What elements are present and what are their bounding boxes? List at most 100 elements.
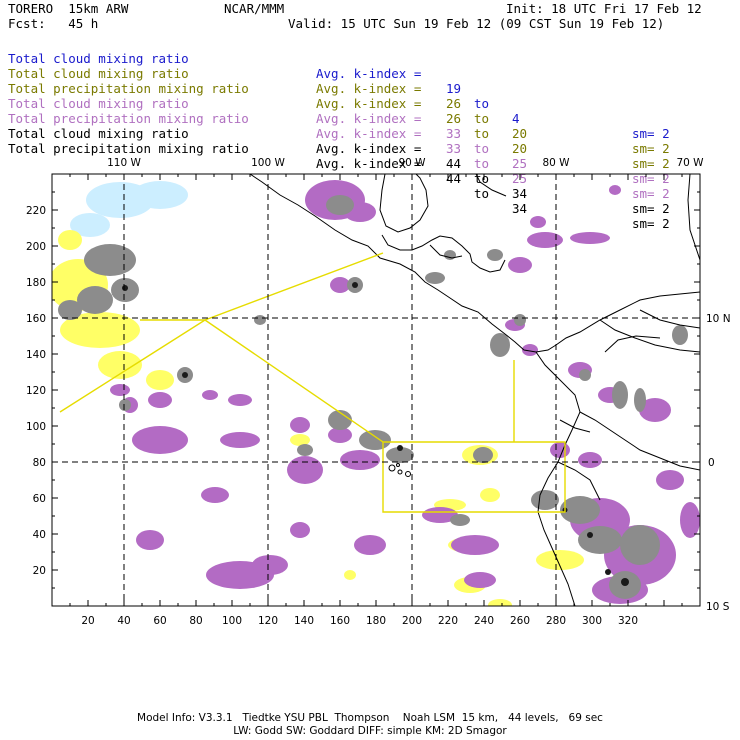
legend-row: Total cloud mixing ratio Avg. k-index = … [8,51,670,171]
model-title: TORERO 15km ARW [8,1,129,16]
y-tick-label: 160 [26,313,46,325]
x-tick-label: 20 [81,615,94,627]
legend-sm: sm= 2 [632,201,670,216]
legend-label: Avg. k-index = [316,156,422,171]
light-blue-cloud-areas [70,181,188,237]
y-tick-label: 20 [33,565,46,577]
y-tick-marks [52,173,700,607]
field-shading [52,174,700,606]
x-tick-label: 140 [294,615,314,627]
y-tick-label: 120 [26,385,46,397]
legend-to-word: to [474,156,490,171]
x-tick-label: 180 [366,615,386,627]
x-tick-label: 200 [402,615,422,627]
lon-label: 80 W [542,157,570,169]
legend-label: Avg. k-index = [316,126,422,141]
legend-row: Total cloud mixing ratio Avg. k-index = … [8,111,670,231]
x-tick-label: 320 [618,615,638,627]
y-tick-label: 60 [33,493,46,505]
legend-sm: sm= 2 [632,156,670,171]
legend-to-word: to [474,186,490,201]
x-tick-label: 220 [438,615,458,627]
legend-row: Total precipitation mixing ratio Avg. k-… [8,126,670,246]
lon-label: 100 W [251,157,285,169]
legend-label: Avg. k-index = [316,141,422,156]
lat-label: 10 N [706,313,731,325]
org-label: NCAR/MMM [224,1,285,16]
init-time: Init: 18 UTC Fri 17 Feb 12 [506,1,702,16]
legend-to-word: to [474,126,490,141]
gray-areas [58,195,688,599]
y-tick-label: 180 [26,277,46,289]
y-tick-labels: 20 40 60 80 100 120 140 160 180 200 220 … [26,205,46,577]
legend-row: Total cloud mixing ratio Avg. k-index = … [8,36,670,156]
legend-to: 20 [512,126,528,141]
legend-row: Total precipitation mixing ratio Avg. k-… [8,96,670,216]
legend-label: Avg. k-index = [316,111,422,126]
lat-label: 0 [708,457,715,469]
coastlines [249,174,700,606]
legend-field: Total cloud mixing ratio [8,126,189,141]
x-tick-labels: 20 40 60 80 100 120 140 160 180 200 220 … [81,615,638,627]
y-tick-label: 40 [33,529,46,541]
lon-label: 70 W [676,157,704,169]
physics-info: LW: Godd SW: Goddard DIFF: simple KM: 2D… [233,725,507,737]
x-tick-label: 300 [582,615,602,627]
legend-to: 25 [512,156,528,171]
legend-to-word: to [474,141,490,156]
legend-from: 19 [446,81,462,96]
legend-field: Total cloud mixing ratio [8,51,189,66]
legend-to: 34 [512,201,528,216]
x-tick-label: 160 [330,615,350,627]
legend-from: 44 [446,156,462,171]
x-tick-label: 240 [474,615,494,627]
y-tick-label: 80 [33,457,46,469]
legend-from: 33 [446,141,462,156]
legend-sm: sm= 2 [632,141,670,156]
lat-label: 10 S [706,601,730,613]
legend-to-word: to [474,111,490,126]
legend-field: Total precipitation mixing ratio [8,141,249,156]
latitude-labels: 10 N 0 10 S [706,313,731,613]
legend-to: 34 [512,186,528,201]
legend-field: Total cloud mixing ratio [8,66,189,81]
legend-field: Total precipitation mixing ratio [8,111,249,126]
legend-from: 33 [446,126,462,141]
valid-time: Valid: 15 UTC Sun 19 Feb 12 (09 CST Sun … [288,16,665,31]
legend-field: Total precipitation mixing ratio [8,81,249,96]
legend-to: 4 [512,111,520,126]
legend-from: 26 [446,96,462,111]
y-tick-label: 140 [26,349,46,361]
legend-sm: sm= 2 [632,126,670,141]
x-tick-label: 120 [258,615,278,627]
legend-to-word: to [474,171,490,186]
legend-label: Avg. k-index = [316,96,422,111]
y-tick-label: 200 [26,241,46,253]
lon-label: 90 W [398,157,426,169]
x-tick-label: 260 [510,615,530,627]
x-tick-label: 280 [546,615,566,627]
longitude-labels: 110 W 100 W 90 W 80 W 70 W [107,157,704,169]
domain-outlines [59,252,566,513]
legend-row: Total precipitation mixing ratio Avg. k-… [8,66,670,186]
y-tick-label: 220 [26,205,46,217]
x-tick-label: 40 [117,615,130,627]
x-tick-marks [51,174,701,606]
legend-sm: sm= 2 [632,216,670,231]
legend-field: Total cloud mixing ratio [8,96,189,111]
legend-label: Avg. k-index = [316,81,422,96]
model-info: Model Info: V3.3.1 Tiedtke YSU PBL Thomp… [137,712,603,724]
y-tick-label: 100 [26,421,46,433]
legend-sm: sm= 2 [632,171,670,186]
x-tick-label: 80 [189,615,202,627]
legend-row: Total cloud mixing ratio Avg. k-index = … [8,81,670,201]
x-tick-label: 60 [153,615,166,627]
legend-to-word: to [474,96,490,111]
legend-from: 26 [446,111,462,126]
lon-label: 110 W [107,157,141,169]
legend-sm: sm= 2 [632,186,670,201]
legend-to: 20 [512,141,528,156]
legend-from: 44 [446,171,462,186]
legend-label: Avg. k-index = [316,66,422,81]
